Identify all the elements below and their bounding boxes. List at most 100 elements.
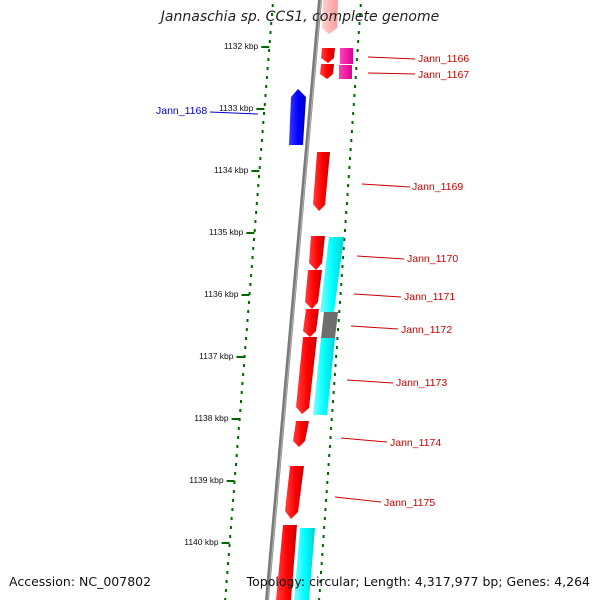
gene-label-jann-1166[interactable]: Jann_1166 — [418, 53, 469, 65]
gene-label-jann-1173[interactable]: Jann_1173 — [396, 377, 447, 389]
gene-jann-1174-arrow[interactable] — [293, 421, 309, 447]
gene-jann-1175-arrow[interactable] — [285, 466, 304, 519]
feature-ring-dot — [347, 175, 350, 178]
tick-ring-dot — [261, 130, 264, 133]
tick-ring-dot — [254, 220, 257, 223]
kbp-tick-label: 1139 kbp — [189, 475, 224, 485]
feature-ring-dot — [352, 112, 355, 115]
tick-ring-dot — [232, 490, 235, 493]
feature-ring-dot — [352, 103, 355, 106]
tick-ring-dot — [264, 94, 267, 97]
feature-ring-dot — [349, 157, 351, 160]
feature-ring-dot — [320, 571, 322, 574]
tick-ring-dot — [271, 4, 274, 7]
tick-ring-dot — [250, 265, 253, 268]
feature-ring-dot — [329, 436, 332, 439]
tick-ring-dot — [268, 40, 271, 43]
tick-ring-dot — [260, 139, 263, 142]
feature-ring-dot — [342, 247, 345, 250]
tick-ring-dot — [245, 328, 248, 331]
tick-ring-dot — [256, 193, 259, 196]
feature-top-pale[interactable] — [322, 0, 338, 34]
feature-ring-dot — [333, 373, 336, 376]
feature-bottom-red[interactable] — [276, 525, 297, 600]
leader-jann-1170 — [356, 255, 405, 260]
tick-ring-dot — [240, 391, 243, 394]
feature-ring-dot — [348, 166, 351, 169]
gene-jann-1170-arrow[interactable] — [309, 236, 325, 270]
tick-ring-dot — [235, 463, 237, 466]
leader-jann-1166 — [367, 56, 416, 60]
tick-ring-dot — [226, 571, 229, 574]
feature-rna-lower[interactable] — [313, 338, 335, 415]
tick-ring-dot — [230, 517, 233, 520]
gene-label-jann-1168[interactable]: Jann_1168 — [156, 105, 207, 117]
feature-ring-dot — [336, 337, 339, 340]
leader-jann-1169 — [361, 183, 411, 188]
gene-label-jann-1167[interactable]: Jann_1167 — [418, 69, 469, 81]
feature-ring-dot — [322, 535, 325, 538]
leader-jann-1172 — [350, 325, 399, 330]
tick-ring-dot — [258, 166, 261, 169]
tick-ring-dot — [247, 310, 250, 313]
kbp-tick-label: 1134 kbp — [214, 165, 249, 175]
leader-jann-1175 — [334, 496, 382, 503]
tick-ring-dot — [259, 157, 262, 160]
feature-ring-dot — [323, 517, 326, 520]
tick-ring-dot — [253, 238, 255, 241]
gene-label-jann-1170[interactable]: Jann_1170 — [407, 253, 458, 265]
gene-jann-1171-arrow[interactable] — [305, 270, 322, 309]
feature-ring-dot — [345, 202, 348, 205]
feature-gap[interactable] — [321, 312, 338, 338]
feature-magenta-1[interactable] — [340, 48, 353, 64]
genome-summary: Topology: circular; Length: 4,317,977 bp… — [246, 574, 590, 589]
feature-bottom-cyan[interactable] — [294, 528, 315, 600]
feature-ring-dot — [328, 445, 331, 448]
tick-ring-dot — [260, 148, 263, 151]
feature-rna-upper[interactable] — [320, 237, 344, 312]
tick-ring-dot — [236, 445, 239, 448]
gene-label-jann-1175[interactable]: Jann_1175 — [384, 497, 435, 509]
accession-label: Accession: NC_007802 — [9, 574, 152, 589]
tick-ring-dot — [253, 229, 256, 232]
tick-ring-dot — [245, 337, 247, 340]
feature-magenta-2[interactable] — [339, 65, 352, 79]
leader-jann-1171 — [353, 293, 402, 298]
gene-jann-1166-arrow[interactable] — [321, 48, 335, 63]
gene-jann-1167-arrow[interactable] — [320, 64, 334, 79]
tick-ring-dot — [243, 355, 246, 358]
tick-ring-dot — [257, 184, 260, 187]
feature-ring-dot — [326, 481, 329, 484]
tick-ring-dot — [248, 292, 251, 295]
gene-jann-1168-arrow[interactable] — [289, 89, 306, 145]
gene-label-jann-1169[interactable]: Jann_1169 — [412, 181, 463, 193]
leader-jann-1173 — [346, 379, 394, 384]
feature-ring-dot — [344, 220, 347, 223]
feature-ring-dot — [330, 427, 333, 430]
tick-ring-dot — [263, 103, 266, 106]
tick-ring-dot — [250, 274, 253, 277]
feature-ring-dot — [344, 229, 346, 232]
feature-ring-dot — [321, 553, 324, 556]
feature-ring-dot — [323, 526, 326, 529]
kbp-ticks: 1132 kbp 1133 kbp 1134 kbp 1135 kbp 1136 kbp… — [184, 41, 270, 547]
tick-ring-dot — [240, 400, 242, 403]
tick-ring-dot — [239, 409, 242, 412]
gene-label-jann-1174[interactable]: Jann_1174 — [390, 437, 441, 449]
tick-ring-dot — [229, 526, 232, 529]
gene-jann-1172-arrow[interactable] — [303, 309, 319, 337]
feature-ring-dot — [350, 139, 353, 142]
gene-label-jann-1171[interactable]: Jann_1171 — [404, 291, 455, 303]
gene-jann-1173-arrow[interactable] — [296, 337, 317, 414]
feature-ring-dot — [359, 4, 362, 7]
feature-ring-dot — [332, 400, 334, 403]
feature-ring-dot — [333, 382, 336, 385]
leader-jann-1167 — [367, 72, 416, 75]
gene-jann-1169-arrow[interactable] — [313, 152, 330, 211]
gene-label-jann-1172[interactable]: Jann_1172 — [401, 324, 452, 336]
feature-ring-dot — [325, 499, 328, 502]
feature-ring-dot — [346, 193, 349, 196]
tick-ring-dot — [231, 508, 234, 511]
